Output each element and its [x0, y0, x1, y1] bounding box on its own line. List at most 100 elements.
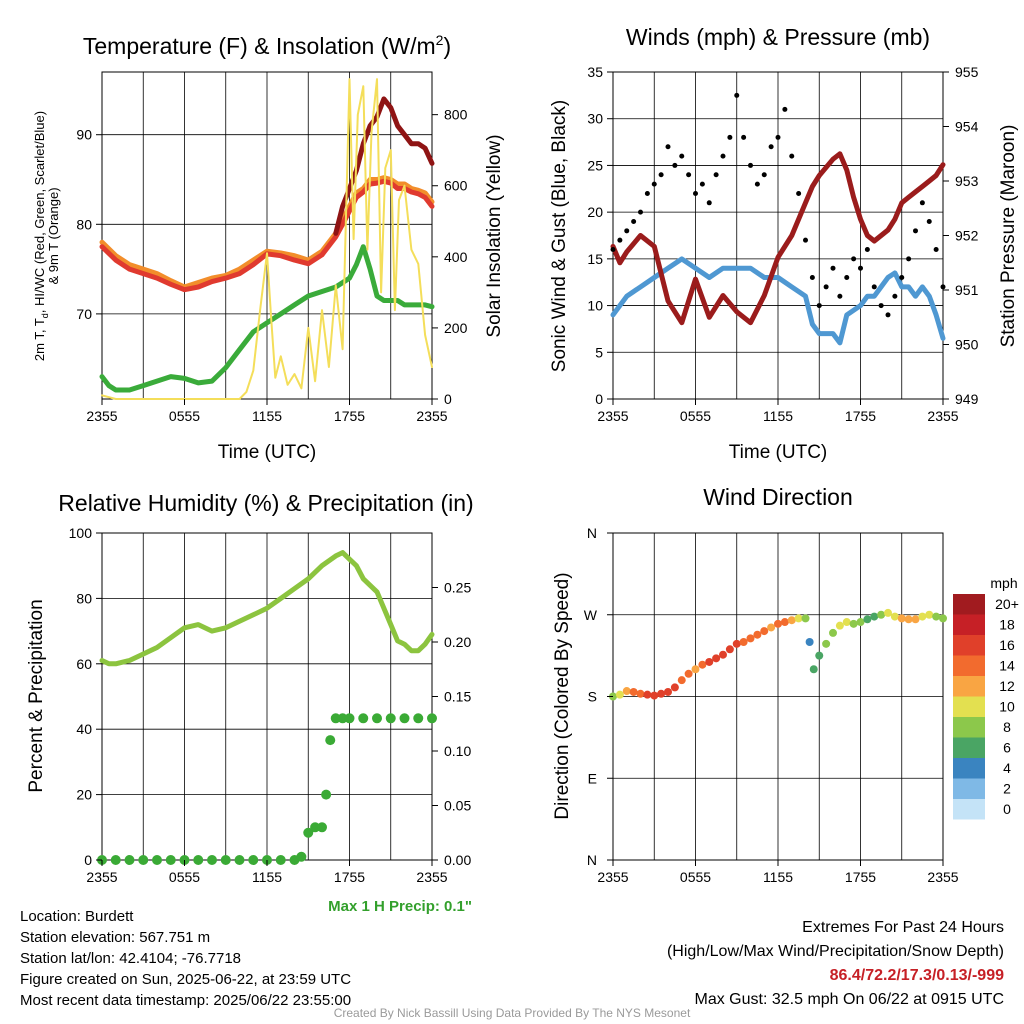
direction-point	[712, 654, 721, 663]
direction-title: Wind Direction	[703, 484, 853, 510]
x-tick-label: 2355	[597, 408, 628, 424]
direction-panel: Wind Direction 2355 0555 1155 1755 2355NESWN…	[552, 484, 1019, 885]
x-tick-label: 2355	[597, 869, 628, 885]
y-tick-label: W	[584, 607, 598, 623]
x-tick-label: 1155	[763, 869, 793, 885]
y-tick-label: 30	[587, 111, 603, 127]
y-tick-label: 10	[587, 298, 603, 314]
y2-tick-label: 0	[444, 391, 452, 407]
temperature-series	[99, 78, 435, 400]
x-tick-label: 1155	[252, 869, 282, 885]
series-2-point	[864, 247, 870, 253]
y2-tick-label: 600	[444, 178, 468, 194]
series-2-point	[720, 153, 726, 159]
y-tick-label: 70	[76, 306, 92, 322]
direction-point	[643, 690, 652, 699]
x-tick-label: 2355	[927, 869, 958, 885]
series-1-point	[330, 713, 341, 724]
y-tick-label: S	[588, 689, 597, 705]
series-1-point	[372, 713, 382, 724]
temperature-panel: Temperature (F) & Insolation (W/m2) 2355…	[32, 32, 505, 463]
series-1-point	[344, 713, 355, 724]
series-2-point	[644, 190, 650, 196]
direction-ylabel: Direction (Colored By Speed)	[552, 572, 573, 819]
direction-point	[863, 615, 872, 624]
series-2-point	[665, 144, 671, 150]
insolation-ylabel: Solar Insolation (Yellow)	[484, 134, 505, 337]
direction-point	[622, 687, 631, 696]
legend-swatch	[953, 717, 985, 738]
series-2-point	[624, 228, 630, 234]
y2-tick-label: 0.05	[444, 798, 471, 814]
series-2-point	[892, 293, 898, 299]
series-2-point	[679, 153, 685, 159]
rh-grid	[102, 532, 432, 861]
max-gust-text: Max Gust: 32.5 mph On 06/22 at 0915 UTC	[694, 991, 1005, 1008]
series-2-point	[693, 190, 698, 196]
series-2-point	[638, 209, 643, 215]
y2-tick-label: 953	[955, 173, 979, 189]
series-2-point	[885, 312, 891, 318]
direction-point	[801, 614, 810, 623]
y-tick-label: N	[587, 852, 597, 868]
wind-panel: Winds (mph) & Pressure (mb) 2355 0555 1155…	[549, 24, 1019, 463]
series-2-point	[651, 181, 657, 187]
series-1-point	[413, 713, 424, 724]
y2-tick-label: 0.00	[444, 852, 471, 868]
direction-point	[809, 665, 818, 674]
series-2-point	[830, 265, 836, 271]
legend-label: 14	[999, 658, 1015, 674]
direction-point	[897, 614, 906, 623]
legend-swatch	[953, 799, 985, 820]
series-1-point	[193, 855, 204, 865]
y2-tick-label: 0.10	[444, 743, 471, 759]
pressure-ylabel: Station Pressure (Maroon)	[998, 125, 1019, 348]
y-tick-label: 25	[587, 157, 603, 173]
series-2-point	[933, 247, 939, 253]
y2-tick-label: 951	[955, 282, 979, 298]
series-2-point	[809, 275, 815, 281]
extremes-block: Extremes For Past 24 Hours (High/Low/Max…	[667, 916, 1004, 1012]
extremes-subheading: (High/Low/Max Wind/Precipitation/Snow De…	[666, 943, 1004, 960]
series-1-point	[358, 713, 369, 724]
series-1-point	[124, 855, 135, 865]
y-tick-label: 80	[76, 590, 92, 606]
rh-ylabel: Percent & Precipitation	[26, 599, 47, 792]
direction-point	[615, 690, 624, 699]
series-2-point	[871, 284, 877, 290]
legend-swatch	[953, 614, 985, 635]
x-tick-label: 0555	[169, 408, 200, 424]
legend-swatch	[953, 696, 985, 717]
series-2-point	[610, 247, 616, 253]
x-tick-label: 2355	[86, 408, 117, 424]
y2-tick-label: 800	[444, 107, 468, 123]
legend-label: 18	[999, 617, 1015, 633]
legend-label: 0	[1003, 801, 1011, 817]
series-3-line	[99, 244, 435, 393]
y-tick-label: 0	[595, 391, 603, 407]
series-2-point	[672, 162, 678, 168]
direction-point	[842, 618, 851, 627]
series-2-point	[844, 275, 850, 281]
series-1-point	[138, 855, 149, 865]
x-tick-label: 1155	[252, 408, 282, 424]
y2-tick-label: 949	[955, 391, 979, 407]
direction-point	[705, 657, 714, 666]
y2-tick-label: 0.20	[444, 634, 471, 650]
direction-point	[877, 610, 886, 619]
series-1-point	[321, 789, 332, 800]
series-2-point	[816, 303, 822, 309]
x-tick-label: 2355	[86, 869, 117, 885]
y-tick-label: 20	[76, 787, 92, 803]
direction-point	[890, 612, 899, 621]
direction-point	[780, 618, 789, 627]
y2-tick-label: 955	[955, 64, 979, 80]
series-2-point	[699, 181, 705, 187]
direction-points	[609, 608, 947, 701]
series-0-line	[610, 256, 946, 346]
y2-tick-label: 0.25	[444, 580, 471, 596]
direction-point	[774, 619, 782, 628]
direction-point	[884, 608, 892, 617]
